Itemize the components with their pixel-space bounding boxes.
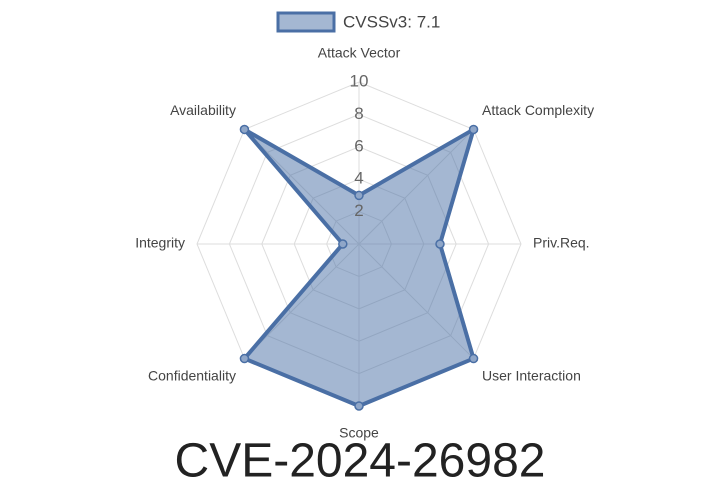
radar-point (468, 353, 479, 364)
radar-point (354, 190, 364, 201)
r-tick-label: 4 (354, 169, 363, 188)
radar-point (239, 353, 250, 364)
axis-label: Attack Vector (318, 45, 401, 61)
radar-point (338, 239, 348, 249)
axis-label: Availability (170, 102, 236, 118)
radar-point (468, 124, 479, 135)
chart-title: CVE-2024-26982 (175, 435, 546, 488)
axis-label: Scope (339, 425, 379, 441)
axis-label: Integrity (135, 235, 185, 251)
radar-point (354, 401, 364, 411)
legend-swatch (276, 11, 336, 33)
axis-label: User Interaction (482, 368, 581, 384)
radar-point (435, 239, 445, 249)
r-tick-label: 8 (354, 104, 363, 123)
axis-label: Priv.Req. (533, 235, 590, 251)
radar-point (239, 124, 250, 135)
r-tick-label: 10 (350, 71, 369, 90)
legend-label: CVSSv3: 7.1 (343, 12, 440, 31)
r-tick-label: 6 (354, 136, 363, 155)
axis-label: Confidentiality (148, 368, 236, 384)
axis-label: Attack Complexity (482, 102, 594, 118)
r-tick-label: 2 (354, 201, 363, 220)
